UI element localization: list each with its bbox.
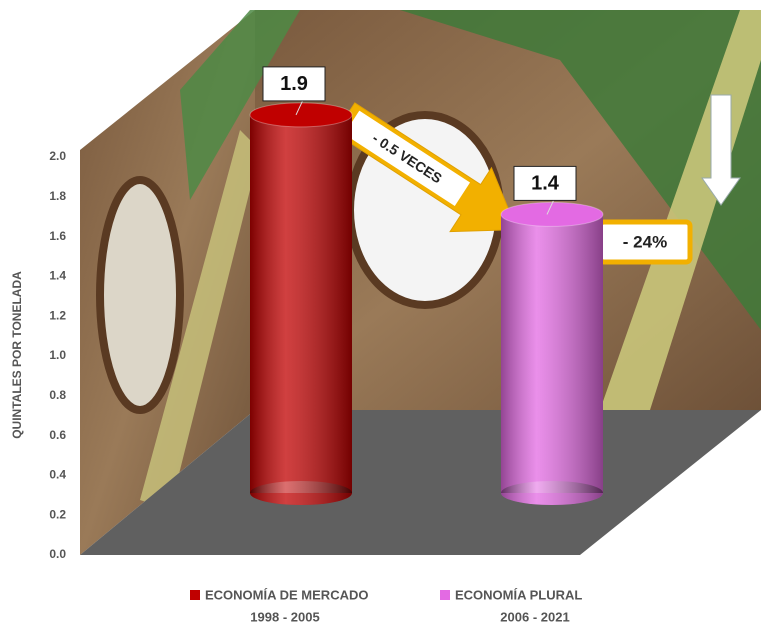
legend-years: 2006 - 2021 bbox=[500, 609, 569, 624]
y-tick-label: 0.6 bbox=[49, 428, 66, 442]
y-tick-label: 0.2 bbox=[49, 507, 66, 521]
y-tick-label: 1.8 bbox=[49, 189, 66, 203]
bar: 1.4 bbox=[501, 166, 603, 505]
legend-swatch bbox=[440, 590, 450, 600]
bar-bottom-shade bbox=[501, 481, 603, 505]
bar-top bbox=[250, 103, 352, 127]
value-label: 1.4 bbox=[531, 173, 560, 195]
y-tick-label: 1.0 bbox=[49, 348, 66, 362]
legend-swatch bbox=[190, 590, 200, 600]
bar-top bbox=[501, 202, 603, 226]
y-tick-label: 1.2 bbox=[49, 308, 66, 322]
y-tick-label: 1.6 bbox=[49, 229, 66, 243]
bar-shade bbox=[250, 115, 352, 493]
bar: 1.9 bbox=[250, 67, 352, 505]
y-tick-label: 0.4 bbox=[49, 468, 66, 482]
y-axis-title: QUINTALES POR TONELADA bbox=[10, 271, 24, 439]
y-tick-label: 2.0 bbox=[49, 149, 66, 163]
chart: QUINTALES POR TONELADA - 0.5 VECES - 24%… bbox=[0, 0, 761, 625]
legend-label: ECONOMÍA PLURAL bbox=[455, 587, 582, 602]
legend-years: 1998 - 2005 bbox=[250, 609, 319, 624]
legend-label: ECONOMÍA DE MERCADO bbox=[205, 587, 368, 602]
y-tick-label: 0.8 bbox=[49, 388, 66, 402]
annotation: - 24% bbox=[623, 232, 667, 251]
bar-shade bbox=[501, 214, 603, 493]
y-tick-label: 0.0 bbox=[49, 547, 66, 561]
bar-bottom-shade bbox=[250, 481, 352, 505]
background bbox=[80, 10, 761, 555]
y-tick-label: 1.4 bbox=[49, 269, 66, 283]
value-label: 1.9 bbox=[280, 73, 308, 95]
